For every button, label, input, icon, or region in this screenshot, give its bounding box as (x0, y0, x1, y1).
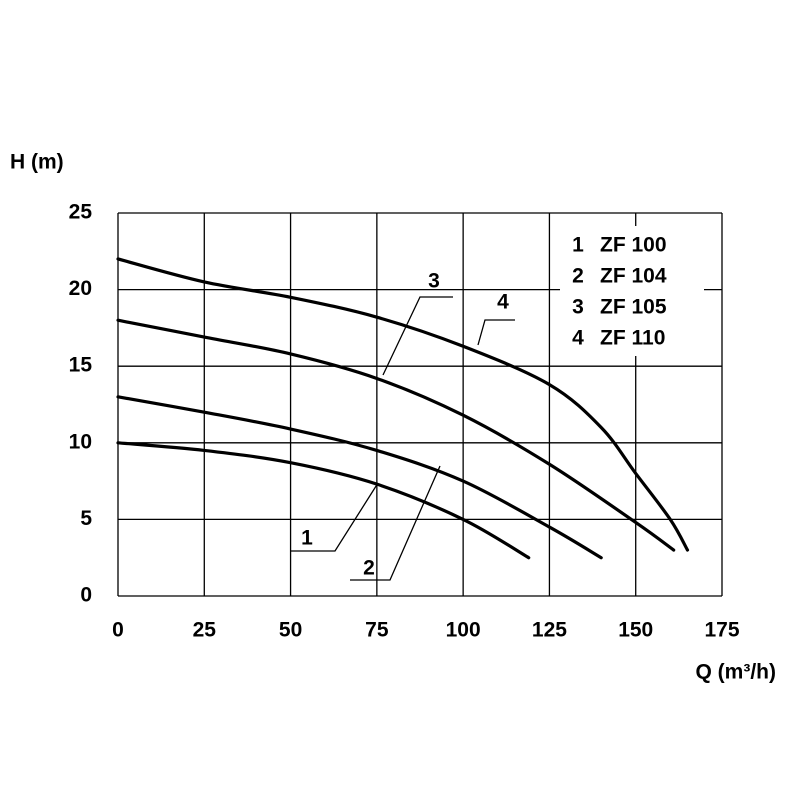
curve-label: 1 (301, 527, 313, 550)
legend-number: 2 (572, 265, 584, 288)
y-tick-label: 25 (69, 201, 93, 224)
legend-label: ZF 104 (600, 265, 667, 288)
curve-label: 4 (497, 291, 509, 314)
x-tick-label: 150 (618, 619, 653, 642)
y-tick-label: 10 (69, 430, 92, 453)
legend-label: ZF 100 (600, 234, 667, 257)
curve (116, 395, 603, 560)
x-tick-label: 0 (112, 619, 124, 642)
y-tick-label: 20 (69, 277, 92, 300)
leader-line (382, 296, 453, 376)
legend-box (560, 226, 704, 356)
y-axis-label: H (m) (10, 151, 64, 174)
x-tick-label: 75 (365, 619, 389, 642)
leader-line (350, 465, 441, 581)
curve-label: 2 (363, 557, 375, 580)
legend-number: 3 (572, 296, 584, 319)
curve (116, 257, 690, 552)
curve (116, 318, 676, 552)
x-axis-label: Q (m³/h) (696, 661, 776, 684)
legend-label: ZF 110 (600, 327, 665, 350)
x-tick-label: 100 (446, 619, 481, 642)
leader-line (290, 482, 379, 552)
x-tick-label: 175 (704, 619, 739, 642)
curve (116, 441, 531, 560)
legend-label: ZF 105 (600, 296, 667, 319)
curve-label: 3 (428, 270, 440, 293)
y-tick-label: 5 (80, 507, 92, 530)
legend-number: 1 (572, 234, 584, 257)
x-tick-label: 25 (193, 619, 217, 642)
legend-number: 4 (572, 327, 584, 350)
y-tick-label: 0 (80, 584, 92, 607)
y-tick-label: 15 (69, 354, 93, 377)
x-tick-label: 125 (532, 619, 567, 642)
x-tick-label: 50 (279, 619, 302, 642)
leader-line (477, 319, 515, 346)
